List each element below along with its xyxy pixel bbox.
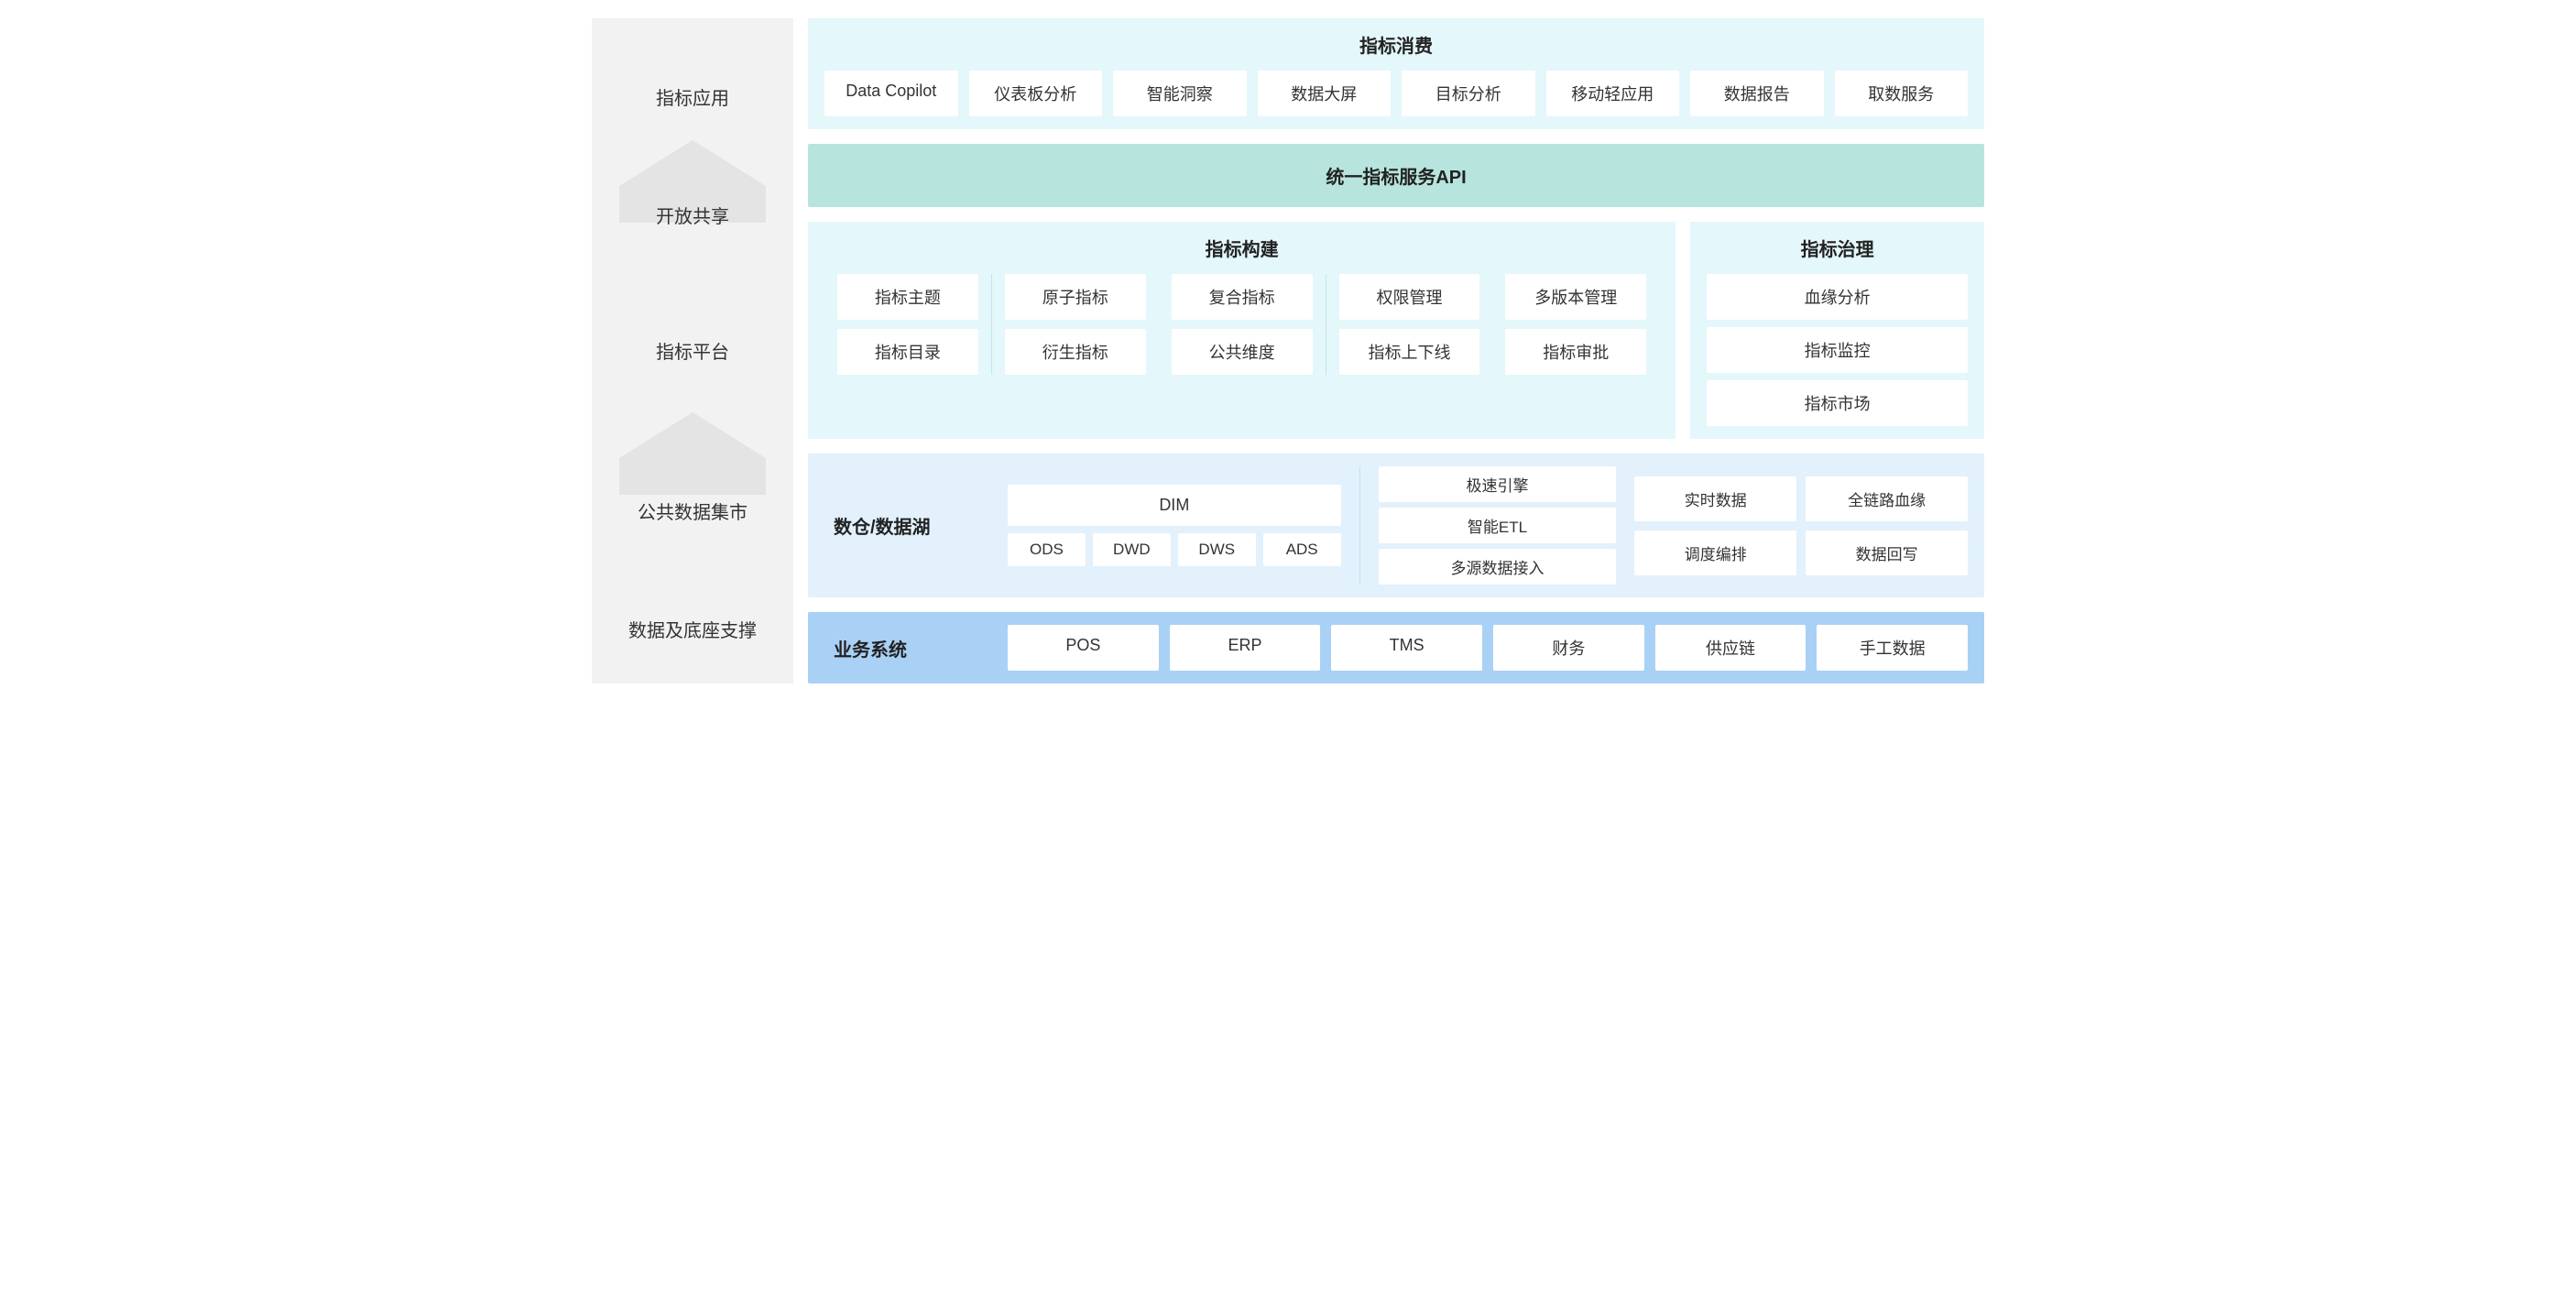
dw-layer-row: ODS DWD DWS ADS: [1008, 533, 1341, 566]
box-mobile: 移动轻应用: [1546, 71, 1680, 116]
box-fulllineage: 全链路血缘: [1806, 476, 1968, 521]
box-subject: 指标主题: [837, 274, 978, 320]
box-erp: ERP: [1170, 625, 1321, 671]
biz-row: 业务系统 POS ERP TMS 财务 供应链 手工数据: [824, 625, 1968, 671]
build-col-4: 多版本管理 指标审批: [1492, 274, 1659, 375]
box-market: 指标市场: [1707, 380, 1968, 426]
sidebar-label: 指标应用: [656, 83, 729, 110]
box-finance: 财务: [1493, 625, 1644, 671]
main-content: 指标消费 Data Copilot 仪表板分析 智能洞察 数据大屏 目标分析 移…: [808, 18, 1984, 683]
box-online: 指标上下线: [1339, 329, 1480, 375]
box-supply: 供应链: [1655, 625, 1806, 671]
box-etl: 智能ETL: [1379, 508, 1617, 543]
biz-label: 业务系统: [824, 635, 989, 661]
box-composite: 复合指标: [1172, 274, 1313, 320]
box-monitor: 指标监控: [1707, 327, 1968, 373]
box-approval: 指标审批: [1505, 329, 1646, 375]
sidebar-item-share: 开放共享: [592, 168, 793, 262]
box-realtime: 实时数据: [1634, 476, 1796, 521]
box-ads: ADS: [1263, 533, 1341, 566]
section-build-govern: 指标构建 指标主题 指标目录 原子指标 衍生指标 复合指标 公共维度: [808, 222, 1984, 439]
section-govern: 指标治理 血缘分析 指标监控 指标市场: [1690, 222, 1984, 439]
box-multisource: 多源数据接入: [1379, 549, 1617, 585]
section-dw: 数仓/数据湖 DIM ODS DWD DWS ADS 极速引擎 智能ETL 多源…: [808, 454, 1984, 597]
build-col-3: 权限管理 指标上下线: [1326, 274, 1493, 375]
sidebar-label: 开放共享: [656, 202, 729, 228]
box-data-copilot: Data Copilot: [824, 71, 958, 116]
section-biz: 业务系统 POS ERP TMS 财务 供应链 手工数据: [808, 612, 1984, 683]
box-manual: 手工数据: [1817, 625, 1968, 671]
section-api: 统一指标服务API: [808, 144, 1984, 207]
box-dim: DIM: [1008, 485, 1341, 526]
govern-col: 血缘分析 指标监控 指标市场: [1707, 274, 1968, 426]
box-bigscreen: 数据大屏: [1258, 71, 1392, 116]
build-col-0: 指标主题 指标目录: [824, 274, 992, 375]
sidebar-label: 公共数据集市: [638, 497, 748, 524]
box-dws: DWS: [1178, 533, 1256, 566]
box-catalog: 指标目录: [837, 329, 978, 375]
build-col-1: 原子指标 衍生指标: [992, 274, 1159, 375]
box-dimension: 公共维度: [1172, 329, 1313, 375]
box-pos: POS: [1008, 625, 1159, 671]
dw-label: 数仓/数据湖: [824, 512, 989, 539]
build-title: 指标构建: [824, 235, 1659, 261]
architecture-diagram: 指标应用 开放共享 指标平台 公共数据集市 数据及底座支撑 指标消费 Data …: [592, 18, 1984, 683]
sidebar-label: 指标平台: [656, 337, 729, 364]
box-schedule: 调度编排: [1634, 530, 1796, 575]
box-report: 数据报告: [1690, 71, 1824, 116]
section-title: 指标消费: [824, 31, 1968, 58]
box-target: 目标分析: [1402, 71, 1535, 116]
box-fetch: 取数服务: [1835, 71, 1969, 116]
section-consumption: 指标消费 Data Copilot 仪表板分析 智能洞察 数据大屏 目标分析 移…: [808, 18, 1984, 129]
box-insight: 智能洞察: [1113, 71, 1247, 116]
build-grid: 指标主题 指标目录 原子指标 衍生指标 复合指标 公共维度 权限管理 指标上下线: [824, 274, 1659, 375]
govern-title: 指标治理: [1707, 235, 1968, 261]
consumption-row: Data Copilot 仪表板分析 智能洞察 数据大屏 目标分析 移动轻应用 …: [824, 71, 1968, 116]
api-title: 统一指标服务API: [824, 157, 1968, 194]
box-dwd: DWD: [1093, 533, 1171, 566]
section-build: 指标构建 指标主题 指标目录 原子指标 衍生指标 复合指标 公共维度: [808, 222, 1675, 439]
sidebar-item-base: 数据及底座支撑: [592, 582, 793, 676]
sidebar-item-market: 公共数据集市: [592, 440, 793, 582]
box-dashboard: 仪表板分析: [969, 71, 1103, 116]
box-engine: 极速引擎: [1379, 466, 1617, 502]
dw-row: 数仓/数据湖 DIM ODS DWD DWS ADS 极速引擎 智能ETL 多源…: [824, 466, 1968, 585]
dw-features: 实时数据 全链路血缘 调度编排 数据回写: [1634, 476, 1968, 575]
box-writeback: 数据回写: [1806, 530, 1968, 575]
dw-engine: 极速引擎 智能ETL 多源数据接入: [1359, 466, 1617, 585]
biz-boxes: POS ERP TMS 财务 供应链 手工数据: [1008, 625, 1968, 671]
box-ods: ODS: [1008, 533, 1086, 566]
box-permission: 权限管理: [1339, 274, 1480, 320]
sidebar: 指标应用 开放共享 指标平台 公共数据集市 数据及底座支撑: [592, 18, 793, 683]
box-lineage: 血缘分析: [1707, 274, 1968, 320]
box-atomic: 原子指标: [1005, 274, 1146, 320]
box-tms: TMS: [1331, 625, 1482, 671]
box-derived: 衍生指标: [1005, 329, 1146, 375]
build-col-2: 复合指标 公共维度: [1159, 274, 1326, 375]
box-version: 多版本管理: [1505, 274, 1646, 320]
dw-layers: DIM ODS DWD DWS ADS: [1008, 485, 1341, 566]
sidebar-label: 数据及底座支撑: [628, 616, 757, 642]
